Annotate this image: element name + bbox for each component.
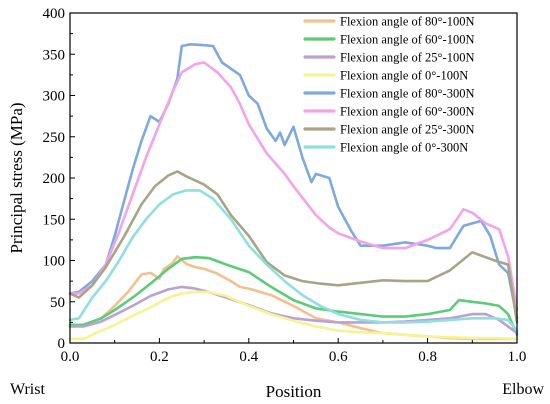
series-layer xyxy=(68,43,519,341)
y-tick-label: 150 xyxy=(43,212,66,228)
y-tick-label: 200 xyxy=(43,171,66,187)
series-line-6 xyxy=(68,61,519,312)
legend-label: Flexion angle of 80°-100N xyxy=(340,15,475,29)
y-axis-title: Principal stress (MPa) xyxy=(7,102,26,253)
legend: Flexion angle of 80°-100N Flexion angle o… xyxy=(303,15,475,155)
legend-label: Flexion angle of 0°-100N xyxy=(340,69,468,83)
x-axis: 0.0 0.2 0.4 0.6 0.8 1.0 xyxy=(61,338,527,365)
series-line-4 xyxy=(68,290,519,341)
y-tick-label: 50 xyxy=(50,295,65,311)
x-tick-label: 1.0 xyxy=(508,349,527,365)
y-tick-label: 300 xyxy=(43,89,66,105)
x-tick-label: 0.6 xyxy=(329,349,348,365)
y-tick-label: 350 xyxy=(43,47,66,63)
legend-label: Flexion angle of 0°-300N xyxy=(340,141,468,155)
series-line-2 xyxy=(68,255,519,337)
x-axis-title: Position xyxy=(266,382,322,401)
x-tick-label: 0.4 xyxy=(239,349,258,365)
y-tick-label: 100 xyxy=(43,254,66,270)
y-tick-label: 400 xyxy=(43,6,66,22)
legend-label: Flexion angle of 60°-300N xyxy=(340,105,475,119)
legend-label: Flexion angle of 25°-300N xyxy=(340,123,475,137)
legend-label: Flexion angle of 60°-100N xyxy=(340,33,475,47)
x-tick-label: 0.0 xyxy=(61,349,80,365)
y-tick-label: 250 xyxy=(43,130,66,146)
legend-label: Flexion angle of 25°-100N xyxy=(340,51,475,65)
y-tick-label: 0 xyxy=(58,336,66,352)
wrist-end-label: Wrist xyxy=(10,381,45,398)
series-line-7 xyxy=(68,170,519,324)
legend-label: Flexion angle of 80°-300N xyxy=(340,87,475,101)
x-tick-label: 0.2 xyxy=(150,349,169,365)
series-line-8 xyxy=(68,189,519,332)
series-line-5 xyxy=(68,43,519,320)
elbow-end-label: Elbow xyxy=(502,381,544,398)
y-axis: 0 50 100 150 200 250 300 350 400 xyxy=(43,6,75,352)
x-tick-label: 0.8 xyxy=(418,349,437,365)
